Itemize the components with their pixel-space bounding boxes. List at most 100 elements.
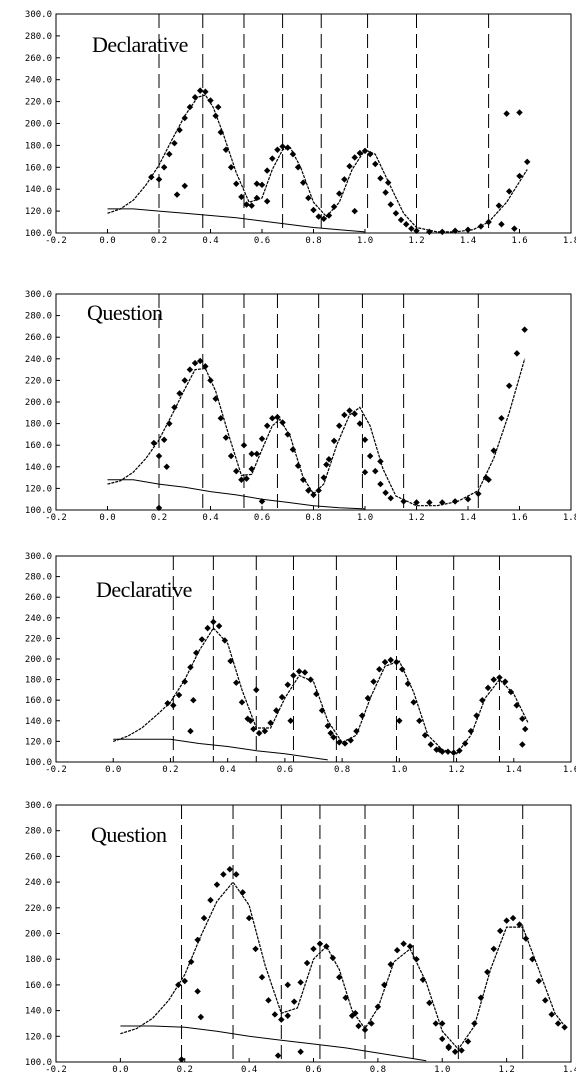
chart-panel-1: 100.0 120.0 140.0 160.0 180.0 200.0 220.0 240.0… xyxy=(25,10,576,246)
data-point xyxy=(358,712,366,719)
data-point xyxy=(464,1038,472,1045)
data-point xyxy=(186,366,194,373)
y-tick-label: 160.0 xyxy=(25,441,52,451)
data-point xyxy=(376,666,383,673)
y-tick-label: 220.0 xyxy=(25,634,52,644)
data-point xyxy=(284,981,291,989)
data-point xyxy=(406,943,414,950)
data-point xyxy=(310,491,317,499)
x-tick-label: 0.8 xyxy=(305,236,321,246)
y-tick-label: 300.0 xyxy=(25,801,52,811)
data-point xyxy=(400,940,407,948)
data-point xyxy=(181,182,188,190)
data-point xyxy=(196,357,204,365)
data-point xyxy=(436,746,443,753)
data-point xyxy=(243,201,250,208)
data-point xyxy=(352,1009,359,1017)
data-point xyxy=(325,456,333,463)
data-point xyxy=(351,207,358,215)
data-point xyxy=(490,447,497,454)
chart-annotation: Question xyxy=(91,822,167,847)
data-point xyxy=(542,997,549,1004)
y-tick-label: 160.0 xyxy=(25,696,52,706)
data-point xyxy=(207,97,214,104)
data-point xyxy=(505,188,513,195)
data-point xyxy=(398,666,406,673)
data-point xyxy=(327,729,334,737)
data-point xyxy=(220,871,227,878)
y-tick-label: 180.0 xyxy=(25,420,52,430)
data-point xyxy=(171,139,178,147)
fit-curve xyxy=(107,94,528,233)
data-point xyxy=(554,1020,562,1027)
y-tick-label: 120.0 xyxy=(25,484,52,494)
data-point xyxy=(295,668,303,675)
data-point xyxy=(164,700,171,707)
data-point xyxy=(377,480,384,488)
data-point xyxy=(210,618,217,626)
data-point xyxy=(315,213,322,220)
data-point xyxy=(212,112,219,120)
data-point xyxy=(461,740,469,747)
data-point xyxy=(416,717,423,725)
x-tick-label: 1.2 xyxy=(408,513,424,523)
data-point xyxy=(356,149,364,157)
data-point xyxy=(387,656,394,664)
data-point xyxy=(215,103,222,111)
data-point xyxy=(261,727,269,735)
data-point xyxy=(471,1020,478,1027)
data-point xyxy=(217,414,225,422)
data-point xyxy=(187,727,194,735)
x-tick-label: 0.6 xyxy=(254,513,270,523)
data-point xyxy=(176,126,183,134)
data-point xyxy=(294,164,302,171)
data-point xyxy=(372,160,379,168)
data-point xyxy=(361,147,369,155)
y-tick-label: 260.0 xyxy=(25,852,52,862)
data-point xyxy=(464,495,472,503)
fit-curve xyxy=(107,358,526,507)
y-tick-label: 280.0 xyxy=(25,312,52,322)
data-point xyxy=(456,747,463,754)
data-point xyxy=(464,226,472,233)
x-tick-label: 0.2 xyxy=(177,1065,193,1075)
data-point xyxy=(561,1024,568,1031)
x-tick-label: 1.4 xyxy=(563,1065,576,1075)
data-point xyxy=(426,999,433,1007)
data-point xyxy=(535,977,543,985)
data-point xyxy=(374,1003,382,1010)
y-tick-label: 300.0 xyxy=(25,10,52,20)
data-point xyxy=(273,707,280,714)
data-point xyxy=(305,194,312,202)
data-point xyxy=(290,672,297,679)
data-point xyxy=(439,499,446,506)
data-point xyxy=(323,943,330,950)
data-point xyxy=(498,414,505,422)
baseline-line xyxy=(113,738,328,761)
y-tick-label: 280.0 xyxy=(25,573,52,583)
data-point xyxy=(364,694,372,702)
data-point xyxy=(361,1026,369,1034)
data-point xyxy=(503,917,510,924)
data-point xyxy=(490,945,497,953)
data-point xyxy=(173,191,181,198)
x-tick-label: 1.8 xyxy=(563,236,576,246)
data-point xyxy=(207,896,214,904)
data-point xyxy=(198,636,206,643)
y-tick-label: 240.0 xyxy=(25,878,52,888)
data-point xyxy=(320,474,328,481)
data-point xyxy=(253,686,260,694)
data-point xyxy=(356,420,364,427)
baseline-line xyxy=(107,208,366,233)
data-point xyxy=(226,866,234,873)
y-tick-label: 260.0 xyxy=(25,333,52,343)
data-point xyxy=(290,998,298,1005)
y-tick-label: 140.0 xyxy=(25,185,52,195)
y-tick-label: 260.0 xyxy=(25,593,52,603)
data-point xyxy=(516,921,523,928)
data-point xyxy=(490,676,497,683)
y-tick-label: 300.0 xyxy=(25,290,52,300)
data-point xyxy=(495,202,503,209)
data-point xyxy=(170,702,177,709)
